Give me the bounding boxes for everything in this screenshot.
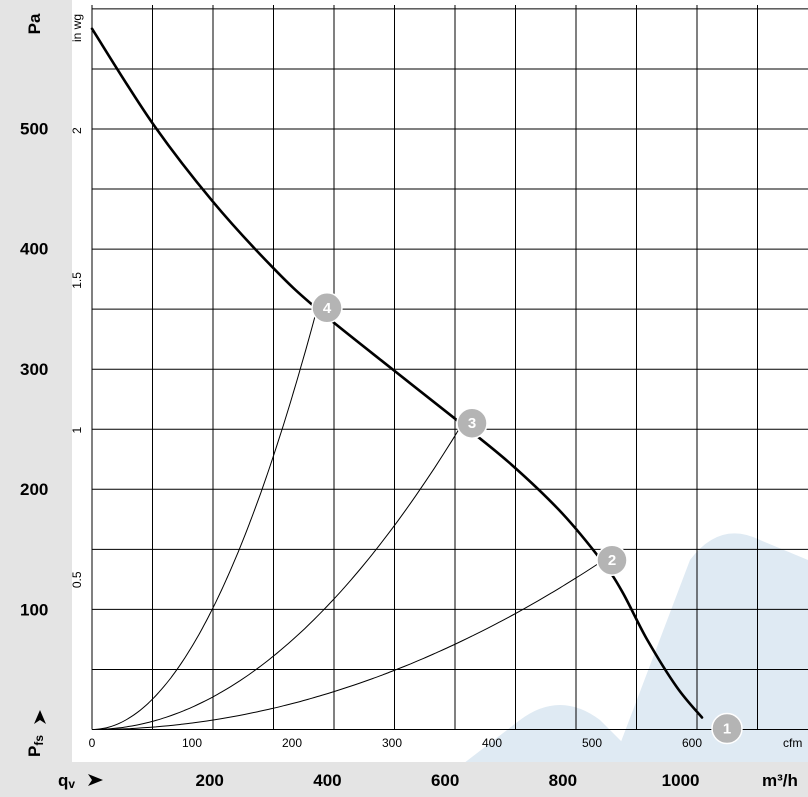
axis-labels: 100 200 300 400 500 0.5 1 1.5 2 in wg Pa Pfs 0 100 200… (20, 13, 802, 791)
pa-tick-label: 100 (20, 600, 48, 619)
cfm-tick-label: 100 (182, 736, 202, 750)
cfm-unit-label: cfm (783, 736, 802, 750)
cfm-tick-label: 600 (682, 736, 702, 750)
pfs-symbol-label: Pfs (25, 735, 46, 757)
pa-tick-label: 400 (20, 240, 48, 259)
pa-tick-label: 200 (20, 480, 48, 499)
pfs-arrow-icon (34, 710, 46, 724)
operating-point-label: 4 (323, 300, 332, 317)
operating-point-label: 3 (468, 415, 476, 432)
operating-point-label: 1 (723, 721, 731, 738)
operating-point-marker (596, 544, 628, 576)
system-curve-3 (91, 423, 463, 730)
pa-unit-label: Pa (25, 13, 44, 34)
fan-curve (90, 27, 704, 719)
m3h-tick-label: 200 (196, 771, 224, 790)
m3h-tick-label: 400 (313, 771, 341, 790)
curves (90, 27, 704, 730)
inwg-tick-label: 1.5 (70, 272, 84, 289)
operating-point-marker (456, 407, 488, 439)
operating-point-marker (711, 712, 743, 745)
pa-tick-label: 300 (20, 360, 48, 379)
m3h-tick-label: 600 (431, 771, 459, 790)
cfm-tick-label: 300 (382, 736, 402, 750)
pa-tick-label: 500 (20, 120, 48, 139)
chart-grid (91, 5, 808, 730)
operating-point-label: 2 (608, 552, 616, 569)
left-axis-strip (0, 0, 72, 797)
operating-point-marker (311, 292, 343, 324)
bottom-axis-strip (72, 762, 808, 797)
inwg-tick-label: 1 (70, 426, 84, 433)
system-curve-4 (91, 308, 318, 730)
cfm-tick-label: 500 (582, 736, 602, 750)
m3h-tick-label: 1000 (662, 771, 700, 790)
inwg-unit-label: in wg (70, 14, 84, 42)
inwg-tick-label: 2 (70, 127, 84, 134)
m3h-tick-label: 800 (549, 771, 577, 790)
system-curve-2 (91, 560, 603, 730)
cfm-tick-label: 0 (89, 736, 96, 750)
operating-point-markers: 1 2 3 4 (311, 292, 743, 745)
cfm-tick-label: 200 (282, 736, 302, 750)
cfm-tick-label: 400 (482, 736, 502, 750)
inwg-tick-label: 0.5 (70, 571, 84, 588)
watermark-shape (600, 533, 808, 797)
m3h-unit-label: m³/h (762, 771, 798, 790)
qv-arrow-icon (88, 774, 103, 786)
qv-symbol-label: qv (58, 771, 75, 791)
